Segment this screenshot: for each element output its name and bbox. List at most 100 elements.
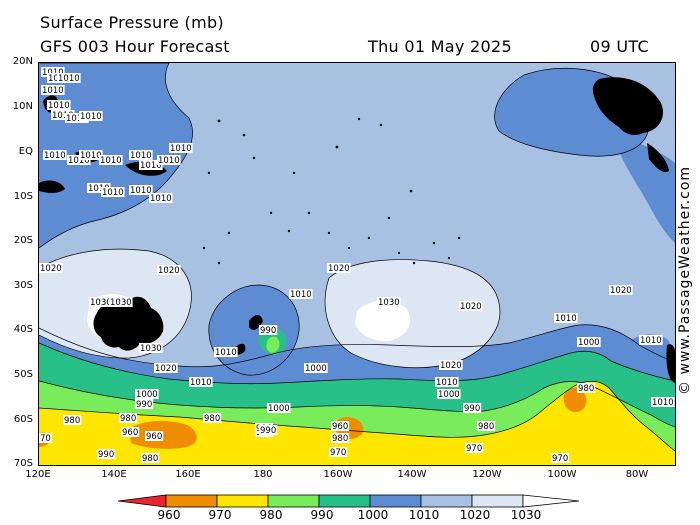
scale-segment: [267, 494, 320, 508]
isobar-label: 1010: [130, 186, 152, 196]
forecast-date: Thu 01 May 2025: [368, 37, 512, 56]
isobar-label-bg: [259, 425, 278, 435]
isobar-label: 1010: [80, 112, 102, 122]
isobar-label-bg: [119, 413, 138, 423]
isobar-label: 980: [478, 422, 494, 432]
isobar-label-bg: [214, 347, 238, 357]
isobar-label: 1020: [40, 264, 62, 274]
isobar-label-bg: [551, 453, 570, 463]
lon-label-180: 180: [253, 469, 273, 480]
isobar-label: 980: [64, 416, 80, 426]
isobar-label-bg: [157, 155, 181, 165]
lat-label-eq: EQ: [18, 146, 33, 157]
lat-label-40s: 40S: [13, 324, 33, 335]
scale-segment: [471, 494, 524, 508]
isobar-label: 980: [142, 454, 158, 464]
isobar-label-bg: [477, 421, 496, 431]
pressure-scale: [118, 494, 580, 508]
isobar-label-bg: [97, 449, 116, 459]
isobar-label-bg: [377, 297, 401, 307]
isobar-label: 1000: [268, 404, 290, 414]
isobar-label: 1010: [640, 336, 662, 346]
isobar-label: 1010: [66, 114, 88, 124]
isobar-label-bg: [41, 67, 65, 77]
isobar-label: 1010: [150, 194, 172, 204]
scale-label-970: 970: [208, 508, 232, 522]
isobar-label: 1010: [215, 348, 237, 358]
isobar-label-bg: [289, 289, 313, 299]
isobar-label: 1030: [378, 298, 400, 308]
isobar-label-bg: [463, 403, 482, 413]
isobar-label: 1010: [42, 86, 64, 96]
isobar-label: 1000: [438, 390, 460, 400]
isobar-label-bg: [304, 363, 328, 373]
isobar-label-bg: [437, 389, 461, 399]
isobar-label: 980: [204, 414, 220, 424]
isobar-label: 1010: [44, 151, 66, 161]
isobar-label: 1020: [158, 266, 180, 276]
isobar-label-bg: [157, 265, 181, 275]
isobar-label-bg: [329, 447, 348, 457]
lon-label-160w: 160W: [323, 469, 353, 480]
isobar-label: 1010: [52, 111, 74, 121]
isobar-label-bg: [129, 185, 153, 195]
isobar-label-bg: [609, 285, 633, 295]
isobar-label: 70: [40, 434, 51, 444]
isobar-label: 970: [466, 444, 482, 454]
isobar-label: 990: [464, 404, 480, 414]
isobar-label-bg: [189, 377, 213, 387]
lon-label-100w: 100W: [547, 469, 577, 480]
isobar-label: 990: [260, 426, 276, 436]
scale-segment: [216, 494, 269, 508]
isobar-label: 1010: [48, 101, 70, 111]
isobar-label-bg: [259, 325, 278, 335]
scale-label-1010: 1010: [408, 508, 440, 522]
isobar-label: 1010: [190, 378, 212, 388]
isobar-label-bg: [139, 343, 163, 353]
isobar-label-bg: [331, 421, 350, 431]
isobar-label-bg: [651, 397, 675, 407]
isobar-label-bg: [439, 360, 463, 370]
isobar-label-bg: [63, 415, 82, 425]
isobar-label-bg: [154, 363, 178, 373]
isobar-label: 1020: [328, 264, 350, 274]
isobar-label: 970: [330, 448, 346, 458]
isobar-label: 1010: [158, 156, 180, 166]
isobar-label-bg: [135, 389, 159, 399]
isobar-label: 960: [146, 432, 162, 442]
isobar-label-bg: [203, 413, 222, 423]
isobar-label: 1000: [136, 390, 158, 400]
isobar-label-bg: [121, 427, 140, 437]
isobar-label: 1010: [80, 151, 102, 161]
isobar-label-bg: [41, 85, 65, 95]
isobar-label: 1010: [290, 290, 312, 300]
isobar-label: 1020: [460, 302, 482, 312]
lat-label-10n: 10N: [12, 101, 33, 112]
isobar-label: 970: [552, 454, 568, 464]
isobar-label-bg: [109, 297, 133, 307]
isobar-label-bg: [99, 155, 123, 165]
isobar-label: 1010: [555, 314, 577, 324]
isobar-label: 1010: [140, 161, 162, 171]
isobar-label: 1010: [170, 144, 192, 154]
isobar-label-bg: [57, 73, 81, 83]
isobar-label: 980: [120, 414, 136, 424]
isobar-label-bg: [129, 150, 153, 160]
isobar-label: 960: [332, 422, 348, 432]
isobar-label: 980: [332, 434, 348, 444]
isobar-label: 1000: [305, 364, 327, 374]
isobar-label: 1000: [578, 338, 600, 348]
lon-label-160e: 160E: [175, 469, 201, 480]
isobar-label: 1010: [68, 156, 90, 166]
isobar-label-bg: [267, 403, 291, 413]
isobar-label-bg: [145, 431, 164, 441]
isobar-label-bg: [577, 337, 601, 347]
isobar-label-bg: [101, 187, 125, 197]
isobar-label-bg: [65, 113, 89, 123]
scale-label-1030: 1030: [510, 508, 542, 522]
isobar-label-bg: [43, 150, 67, 160]
isobar-label: 1010: [130, 151, 152, 161]
scale-high-arrow: [522, 494, 580, 508]
isobar-label: 1010: [652, 398, 674, 408]
